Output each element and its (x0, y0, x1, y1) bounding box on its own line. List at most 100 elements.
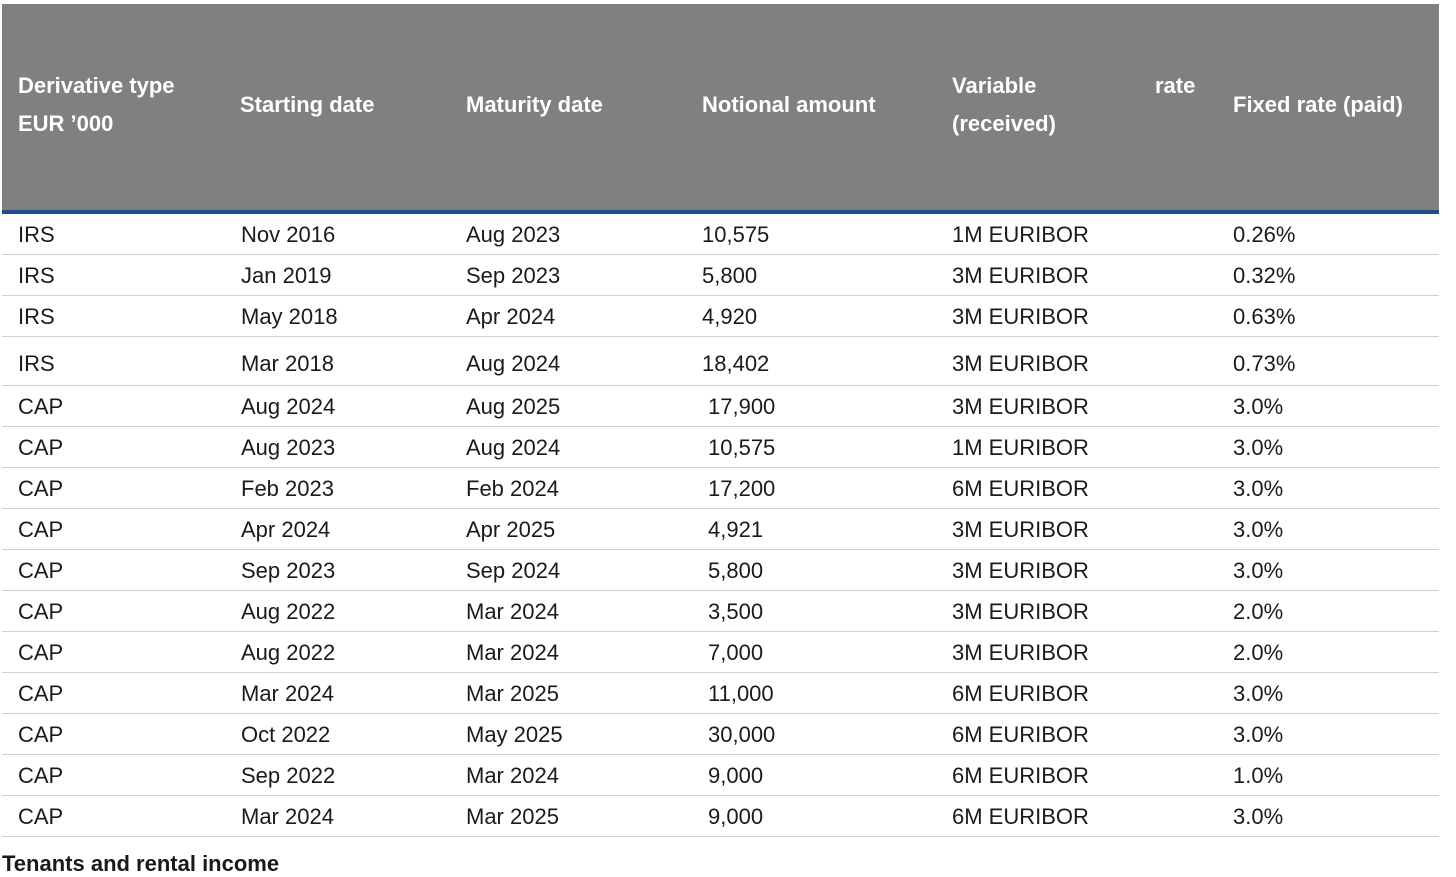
cell-starting-date: Aug 2022 (241, 599, 336, 624)
cell-variable-rate: 1M EURIBOR (952, 435, 1089, 460)
cell-derivative-type: IRS (18, 351, 55, 376)
cell-starting-date: Aug 2024 (241, 394, 336, 419)
cell-variable-rate: 3M EURIBOR (952, 263, 1089, 288)
cell-starting-date: May 2018 (241, 304, 338, 329)
cell-fixed-rate: 3.0% (1233, 558, 1284, 583)
cell-variable-rate: 6M EURIBOR (952, 763, 1089, 788)
table-row: CAP Mar 2024 Mar 2025 9,000 6M EURIBOR 3.0% (2, 796, 1439, 837)
cell-maturity-date: Sep 2023 (466, 263, 561, 288)
cell-derivative-type: CAP (18, 640, 64, 665)
cell-notional-amount: 10,575 (708, 435, 776, 460)
cell-variable-rate: 3M EURIBOR (952, 640, 1089, 665)
header-derivative-type: Derivative type EUR ’000 (18, 67, 218, 143)
cell-maturity-date: Mar 2024 (466, 763, 559, 788)
cell-fixed-rate: 0.73% (1233, 351, 1296, 376)
cell-notional-amount: 3,500 (708, 599, 764, 624)
cell-maturity-date: Mar 2025 (466, 681, 559, 706)
cell-maturity-date: Mar 2024 (466, 640, 559, 665)
cell-variable-rate: 1M EURIBOR (952, 222, 1089, 247)
cell-fixed-rate: 3.0% (1233, 394, 1284, 419)
cell-maturity-date: Apr 2024 (466, 304, 556, 329)
cell-derivative-type: IRS (18, 222, 55, 247)
table-row: IRS Nov 2016 Aug 2023 10,575 1M EURIBOR 0.26% (2, 214, 1439, 255)
header-variable-rate-word: rate (1155, 73, 1196, 98)
cell-derivative-type: CAP (18, 681, 64, 706)
cell-notional-amount: 5,800 (708, 558, 764, 583)
header-variable-rate: Variable rate (received) (952, 67, 1202, 143)
cell-starting-date: Apr 2024 (241, 517, 331, 542)
table-row: IRS May 2018 Apr 2024 4,920 3M EURIBOR 0.63% (2, 296, 1439, 337)
cell-fixed-rate: 3.0% (1233, 517, 1284, 542)
cell-variable-rate: 6M EURIBOR (952, 476, 1089, 501)
cell-notional-amount: 30,000 (708, 722, 776, 747)
cell-starting-date: Mar 2024 (241, 681, 334, 706)
table-row: CAP Aug 2023 Aug 2024 10,575 1M EURIBOR 3.0% (2, 427, 1439, 468)
cell-maturity-date: Aug 2023 (466, 222, 561, 247)
cell-starting-date: Nov 2016 (241, 222, 336, 247)
header-notional-amount: Notional amount (702, 92, 876, 117)
section-heading: Tenants and rental income (2, 851, 280, 876)
header-derivative-type-line2: EUR ’000 (18, 111, 114, 136)
cell-fixed-rate: 3.0% (1233, 476, 1284, 501)
header-variable-line1: Variable (952, 73, 1037, 98)
table-body: IRS Nov 2016 Aug 2023 10,575 1M EURIBOR 0.26%… (2, 214, 1439, 837)
cell-starting-date: Oct 2022 (241, 722, 331, 747)
cell-fixed-rate: 3.0% (1233, 681, 1284, 706)
cell-starting-date: Sep 2023 (241, 558, 336, 583)
cell-maturity-date: Feb 2024 (466, 476, 559, 501)
cell-derivative-type: CAP (18, 517, 64, 542)
cell-variable-rate: 3M EURIBOR (952, 351, 1089, 376)
cell-derivative-type: IRS (18, 263, 55, 288)
cell-notional-amount: 9,000 (708, 763, 764, 788)
cell-variable-rate: 3M EURIBOR (952, 517, 1089, 542)
header-variable-line2: (received) (952, 111, 1056, 136)
cell-fixed-rate: 2.0% (1233, 640, 1284, 665)
table-row: CAP Apr 2024 Apr 2025 4,921 3M EURIBOR 3.0% (2, 509, 1439, 550)
cell-notional-amount: 10,575 (702, 222, 770, 247)
cell-fixed-rate: 0.32% (1233, 263, 1296, 288)
cell-notional-amount: 18,402 (702, 351, 770, 376)
cell-starting-date: Sep 2022 (241, 763, 336, 788)
cell-derivative-type: CAP (18, 599, 64, 624)
cell-notional-amount: 4,920 (702, 304, 758, 329)
cell-maturity-date: Aug 2024 (466, 351, 561, 376)
cell-variable-rate: 3M EURIBOR (952, 599, 1089, 624)
table-row: CAP Aug 2022 Mar 2024 7,000 3M EURIBOR 2.0% (2, 632, 1439, 673)
cell-starting-date: Aug 2022 (241, 640, 336, 665)
cell-maturity-date: Aug 2025 (466, 394, 561, 419)
cell-maturity-date: Apr 2025 (466, 517, 556, 542)
table-row: CAP Sep 2022 Mar 2024 9,000 6M EURIBOR 1.0% (2, 755, 1439, 796)
cell-variable-rate: 6M EURIBOR (952, 681, 1089, 706)
table-row: CAP Aug 2022 Mar 2024 3,500 3M EURIBOR 2.0% (2, 591, 1439, 632)
cell-starting-date: Aug 2023 (241, 435, 336, 460)
cell-fixed-rate: 0.63% (1233, 304, 1296, 329)
cell-starting-date: Jan 2019 (241, 263, 332, 288)
cell-fixed-rate: 3.0% (1233, 435, 1284, 460)
table-row: CAP Feb 2023 Feb 2024 17,200 6M EURIBOR 3.0% (2, 468, 1439, 509)
cell-notional-amount: 17,900 (708, 394, 776, 419)
cell-variable-rate: 6M EURIBOR (952, 722, 1089, 747)
cell-derivative-type: CAP (18, 722, 64, 747)
cell-fixed-rate: 2.0% (1233, 599, 1284, 624)
cell-derivative-type: CAP (18, 763, 64, 788)
table-row: CAP Aug 2024 Aug 2025 17,900 3M EURIBOR 3.0% (2, 386, 1439, 427)
cell-maturity-date: Mar 2025 (466, 804, 559, 829)
cell-variable-rate: 3M EURIBOR (952, 394, 1089, 419)
table-row: CAP Mar 2024 Mar 2025 11,000 6M EURIBOR 3.0% (2, 673, 1439, 714)
cell-fixed-rate: 1.0% (1233, 763, 1284, 788)
table-row: IRS Mar 2018 Aug 2024 18,402 3M EURIBOR 0.73% (2, 337, 1439, 386)
cell-notional-amount: 9,000 (708, 804, 764, 829)
table-row: CAP Sep 2023 Sep 2024 5,800 3M EURIBOR 3.0% (2, 550, 1439, 591)
cell-maturity-date: Sep 2024 (466, 558, 561, 583)
cell-starting-date: Mar 2018 (241, 351, 334, 376)
table-header: Derivative type EUR ’000 Starting date M… (2, 4, 1439, 214)
table-row: CAP Oct 2022 May 2025 30,000 6M EURIBOR 3.0% (2, 714, 1439, 755)
cell-notional-amount: 4,921 (708, 517, 764, 542)
cell-maturity-date: May 2025 (466, 722, 563, 747)
cell-fixed-rate: 0.26% (1233, 222, 1296, 247)
table-row: IRS Jan 2019 Sep 2023 5,800 3M EURIBOR 0.32% (2, 255, 1439, 296)
cell-derivative-type: CAP (18, 804, 64, 829)
cell-variable-rate: 3M EURIBOR (952, 304, 1089, 329)
cell-notional-amount: 11,000 (708, 681, 774, 706)
header-starting-date: Starting date (240, 92, 375, 117)
